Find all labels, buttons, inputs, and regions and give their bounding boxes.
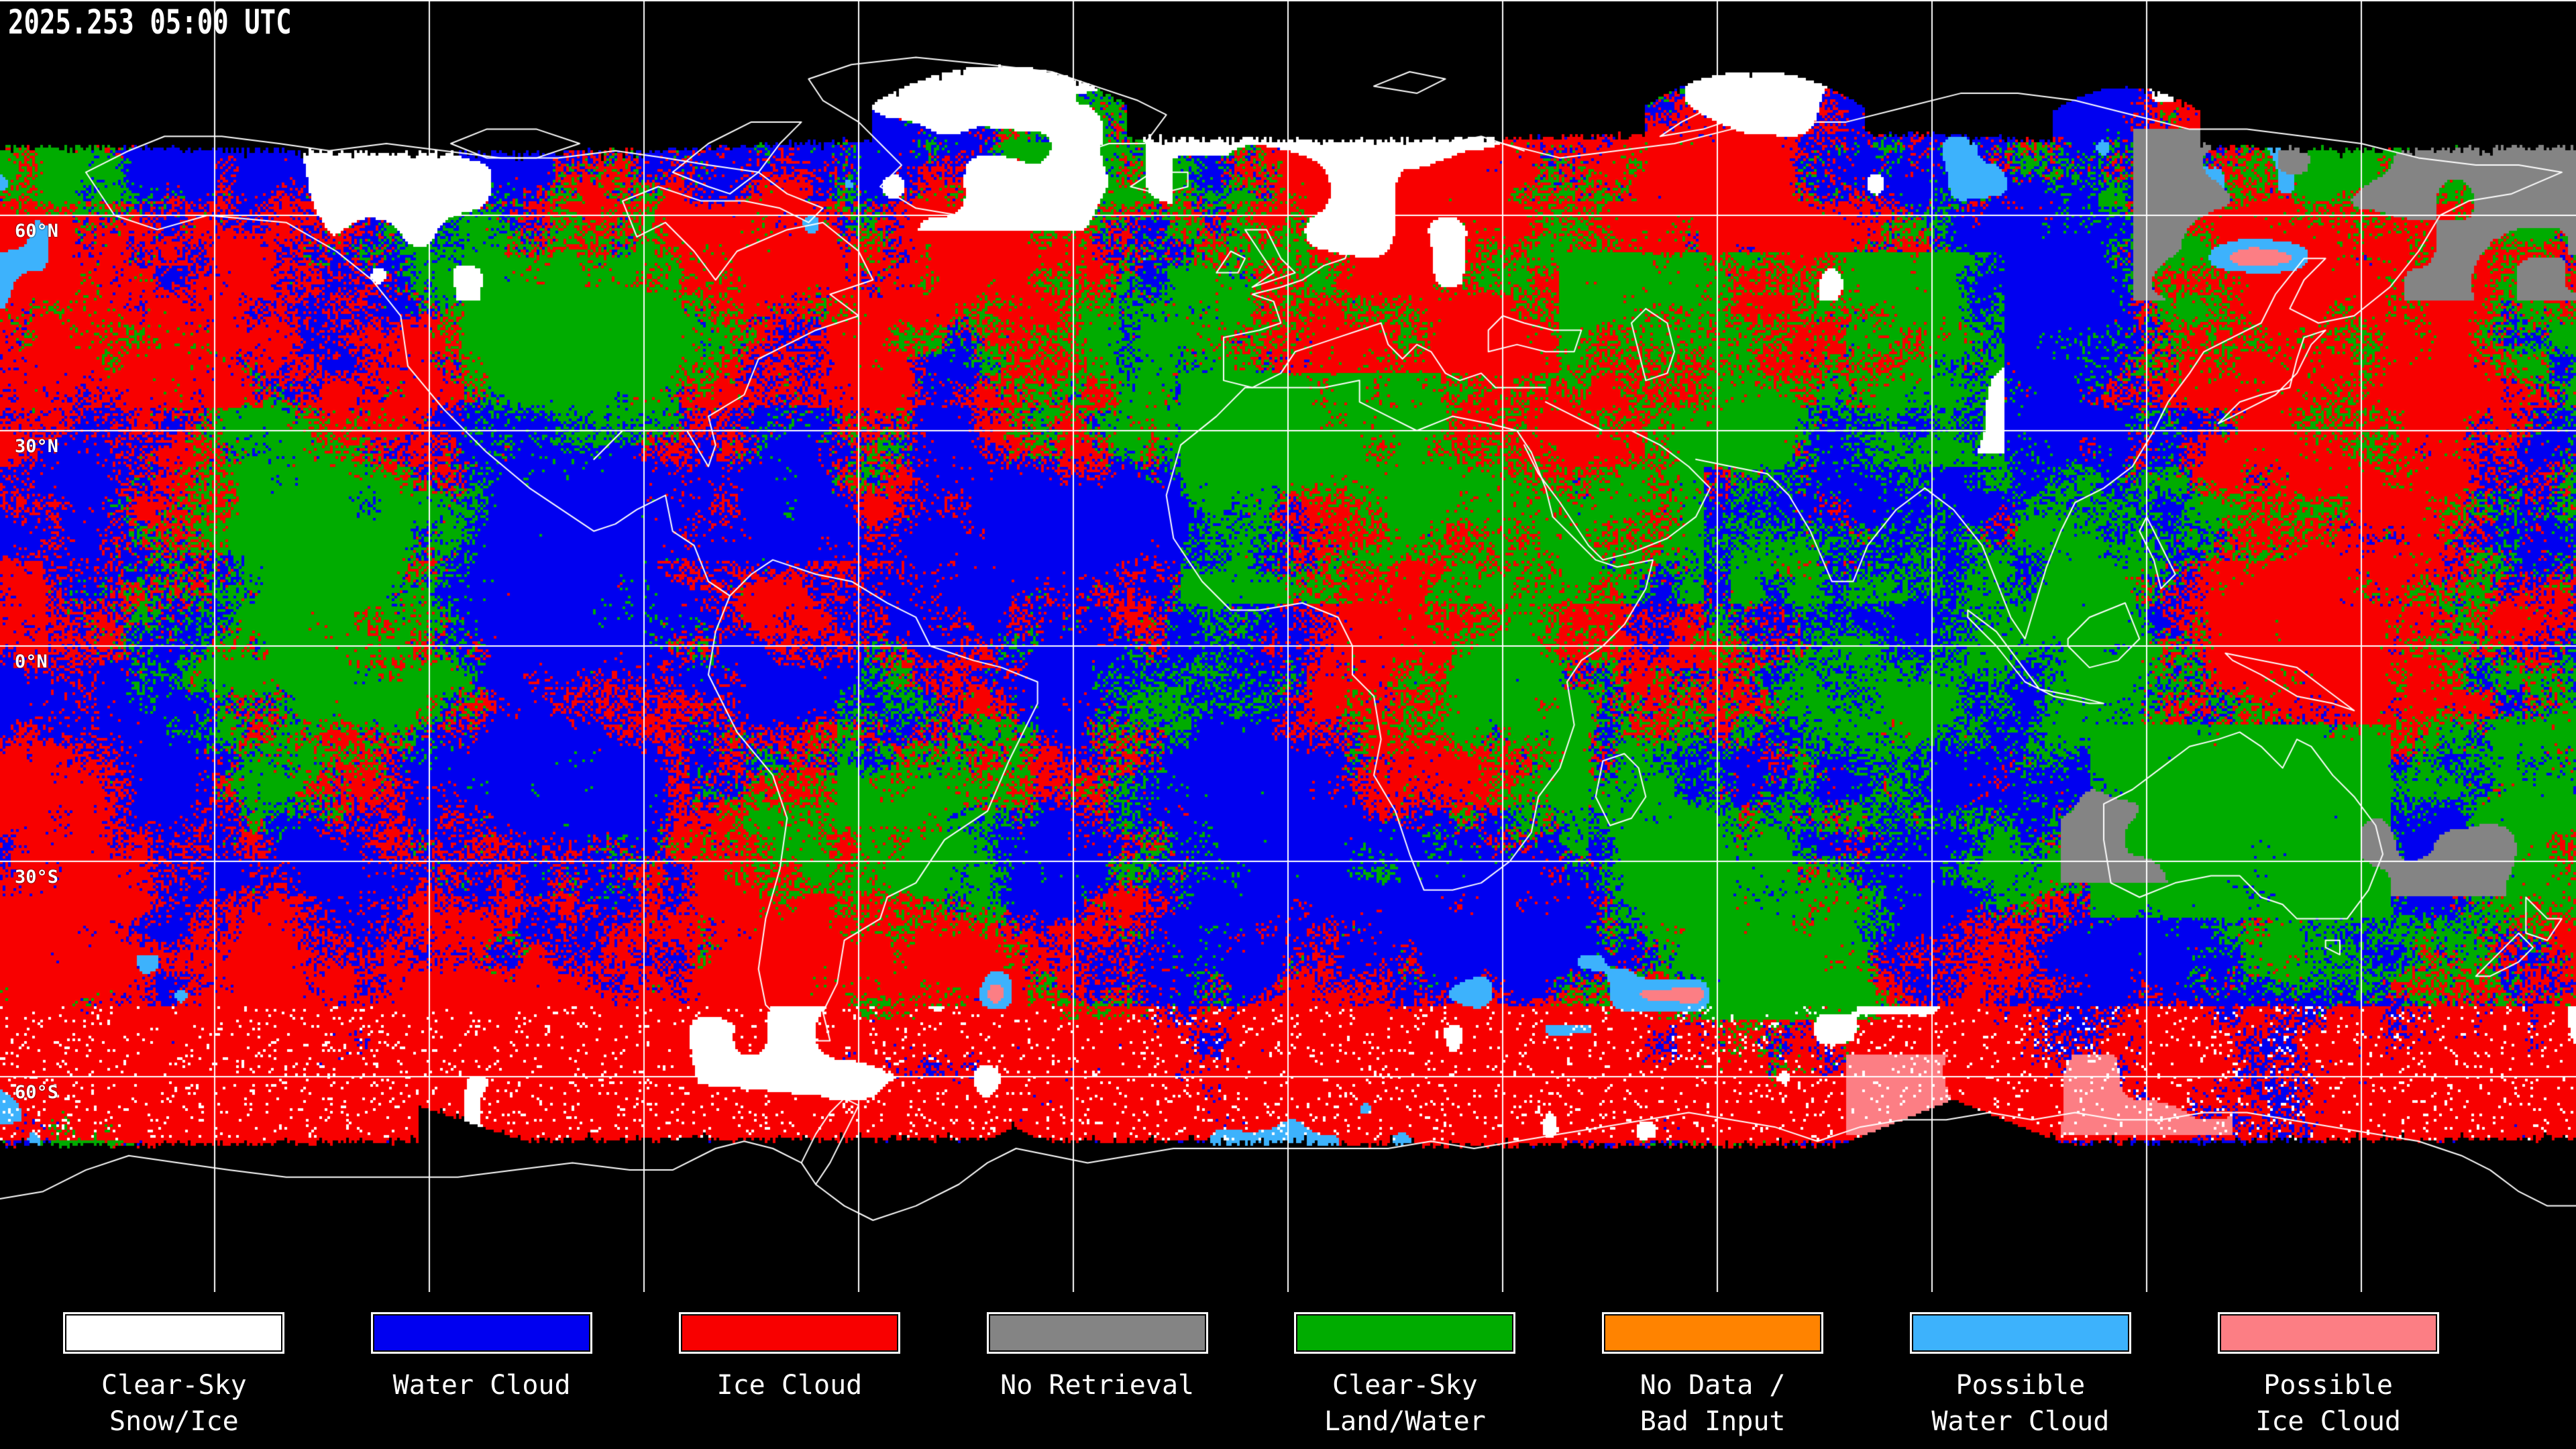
legend-label: Possible Ice Cloud xyxy=(2255,1367,2401,1440)
legend-swatch xyxy=(1602,1312,1824,1354)
legend-label-line2: Snow/Ice xyxy=(109,1406,239,1437)
satellite-cloud-phase-map xyxy=(0,0,2576,1292)
latitude-label: 30°S xyxy=(15,867,59,888)
legend-label-line1: Water Cloud xyxy=(392,1370,571,1401)
legend-label-line1: Possible xyxy=(1955,1370,2086,1401)
legend-label: Clear-Sky Land/Water xyxy=(1324,1367,1486,1440)
legend-label: No Data / Bad Input xyxy=(1640,1367,1786,1440)
legend-label-line1: Possible xyxy=(2263,1370,2393,1401)
timestamp-label: 2025.253 05:00 UTC xyxy=(8,3,292,42)
legend-swatch xyxy=(1294,1312,1516,1354)
legend-item: Possible Water Cloud xyxy=(1867,1292,2175,1449)
legend-swatch xyxy=(986,1312,1208,1354)
legend-label: No Retrieval xyxy=(1000,1367,1194,1403)
latitude-label: 60°S xyxy=(15,1082,59,1103)
legend-item: Water Cloud xyxy=(328,1292,636,1449)
legend-item: No Retrieval xyxy=(943,1292,1251,1449)
legend-item: Ice Cloud xyxy=(636,1292,944,1449)
legend-swatch xyxy=(371,1312,593,1354)
legend-label: Possible Water Cloud xyxy=(1931,1367,2109,1440)
legend-label: Clear-Sky Snow/Ice xyxy=(101,1367,247,1440)
legend-label: Water Cloud xyxy=(393,1367,571,1403)
legend-swatch xyxy=(2217,1312,2439,1354)
legend-item: Possible Ice Cloud xyxy=(2174,1292,2482,1449)
legend-label-line1: No Retrieval xyxy=(1000,1370,1195,1401)
legend-item: Clear-Sky Snow/Ice xyxy=(20,1292,328,1449)
legend-label-line1: Clear-Sky xyxy=(101,1370,247,1401)
latitude-label: 0°N xyxy=(15,651,48,672)
latitude-label: 60°N xyxy=(15,221,59,241)
legend-label-line1: No Data / xyxy=(1640,1370,1786,1401)
legend-item: No Data / Bad Input xyxy=(1559,1292,1867,1449)
latitude-label: 30°N xyxy=(15,436,59,457)
legend-label-line2: Water Cloud xyxy=(1931,1406,2110,1437)
legend-label-line2: Land/Water xyxy=(1324,1406,1486,1437)
legend-item: Clear-Sky Land/Water xyxy=(1251,1292,1559,1449)
map-area: 2025.253 05:00 UTC 60°N 30°N 0°N 30°S 60°S xyxy=(0,0,2576,1292)
legend-swatch xyxy=(63,1312,285,1354)
legend-label-line1: Ice Cloud xyxy=(716,1370,863,1401)
legend-swatch xyxy=(1909,1312,2131,1354)
legend-label-line2: Ice Cloud xyxy=(2255,1406,2401,1437)
legend-label-line1: Clear-Sky xyxy=(1332,1370,1478,1401)
legend-label: Ice Cloud xyxy=(717,1367,863,1403)
legend-swatch xyxy=(678,1312,900,1354)
legend: Clear-Sky Snow/Ice Water Cloud Ice Cloud No … xyxy=(0,1292,2576,1449)
legend-label-line2: Bad Input xyxy=(1640,1406,1786,1437)
